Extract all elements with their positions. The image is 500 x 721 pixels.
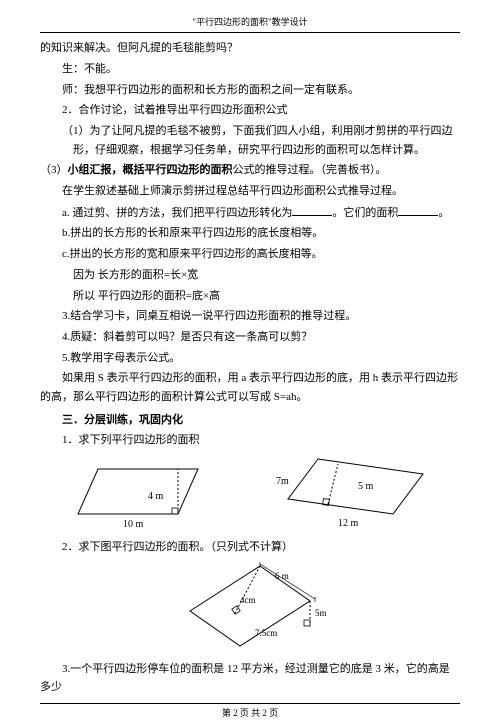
line-13: 3.结合学习卡，同桌互相说一说平行四边形面积的推导过程。 — [40, 307, 460, 326]
line-10: c.拼出的长方形的宽和原来平行四边形的高长度相等。 — [40, 245, 460, 264]
page-footer: 第 2 页 共 2 页 — [40, 703, 460, 721]
line-8a: a. 通过剪、拼的方法，我们把平行四边形转化为 — [62, 207, 292, 219]
blank-1 — [292, 203, 332, 216]
line-12: 所以 平行四边形的面积=底×高 — [40, 287, 460, 306]
section-3-title: 三．分层训练，巩固内化 — [40, 411, 460, 430]
question-3: 3.一个平行四边形停车位的面积是 12 平方米，经过测量它的底是 3 米，它的高… — [40, 660, 460, 697]
line-8b: 。它们的面积 — [332, 207, 398, 219]
line-4: 2．合作讨论，试着推导出平行四边形面积公式 — [40, 101, 460, 120]
line-1: 的知识来解决。但阿凡提的毛毯能剪吗？ — [40, 39, 460, 58]
fig2-side-label: 7m — [276, 476, 289, 487]
line-6-bold: 小组汇报，概括平行四边形的面积 — [68, 164, 233, 176]
figure-2-parallelogram: 7m 5 m 12 m — [273, 454, 433, 534]
figure-1-parallelogram: 4 m 10 m — [68, 459, 218, 534]
fig3-right-label: 5m — [315, 608, 327, 618]
line-14: 4.质疑：斜着剪可以吗？是否只有这一条高可以剪？ — [40, 328, 460, 347]
figure-row-1: 4 m 10 m 7m 5 m 12 m — [40, 454, 460, 534]
line-15: 5.教学用字母表示公式。 — [40, 349, 460, 368]
fig2-height-label: 5 m — [358, 481, 374, 492]
line-2: 生：不能。 — [40, 60, 460, 79]
blank-2 — [398, 203, 438, 216]
fig2-base-label: 12 m — [338, 518, 359, 529]
figure-3-parallelogram: 6 m 5m 4cm 7.5cm — [160, 561, 340, 656]
line-11: 因为 长方形的面积=长×宽 — [40, 266, 460, 285]
page-header: "平行四边形的面积"教学设计 — [40, 15, 460, 33]
fig1-base-label: 10 m — [123, 519, 144, 530]
fig1-height-label: 4 m — [148, 491, 164, 502]
line-6-suffix: 公式的推导过程。（完善板书）。 — [233, 164, 387, 176]
figure-row-2: 6 m 5m 4cm 7.5cm — [40, 561, 460, 656]
fig3-top-label: 6 m — [275, 571, 289, 581]
fig3-inner-label: 4cm — [240, 595, 256, 605]
line-8c: 。 — [438, 207, 449, 219]
line-6: （3）小组汇报，概括平行四边形的面积公式的推导过程。（完善板书）。 — [40, 161, 460, 180]
line-3: 师：我想平行四边形的面积和长方形的面积之间一定有联系。 — [40, 81, 460, 100]
line-7: 在学生叙述基础上师演示剪拼过程总结平行四边形面积公式推导过程。 — [40, 182, 460, 201]
line-6-prefix: （3） — [40, 164, 68, 176]
line-5: （1）为了让阿凡提的毛毯不被剪，下面我们四人小组，利用刚才剪拼的平行四边形，仔细… — [51, 122, 460, 159]
fig3-base-label: 7.5cm — [255, 628, 277, 638]
question-2: 2．求下图平行四边形的面积。（只列式不计算） — [40, 538, 460, 557]
line-8: a. 通过剪、拼的方法，我们把平行四边形转化为 。它们的面积 。 — [40, 203, 460, 223]
line-9: b.拼出的长方形的长和原来平行四边形的底长度相等。 — [40, 224, 460, 243]
question-1: 1．求下列平行四边形的面积 — [40, 431, 460, 450]
line-16: 如果用 S 表示平行四边形的面积，用 a 表示平行四边形的底，用 h 表示平行四… — [40, 369, 460, 406]
